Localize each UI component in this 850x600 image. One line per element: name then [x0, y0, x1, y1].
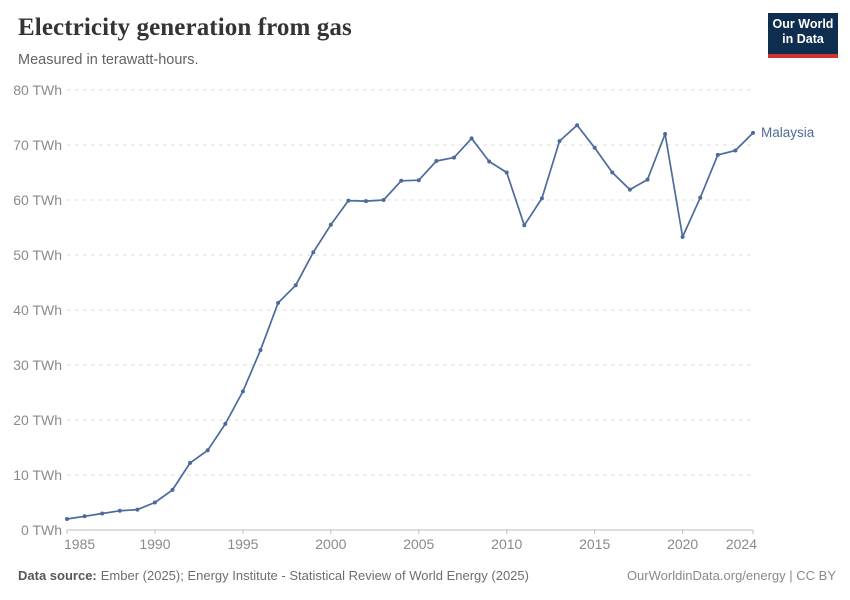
x-axis-tick-label: 1990 — [139, 536, 170, 552]
data-point[interactable] — [469, 136, 474, 141]
data-point[interactable] — [82, 514, 87, 519]
data-source-label: Data source: — [18, 568, 97, 583]
data-point[interactable] — [311, 250, 316, 255]
data-point[interactable] — [539, 196, 544, 201]
data-point[interactable] — [135, 507, 140, 512]
chart-footer: Data source: Ember (2025); Energy Institu… — [18, 568, 836, 583]
x-axis-tick-label: 2020 — [667, 536, 698, 552]
data-point[interactable] — [680, 234, 685, 239]
data-point[interactable] — [610, 170, 615, 175]
x-axis-tick-label: 2005 — [403, 536, 434, 552]
owid-logo[interactable]: Our World in Data — [768, 13, 838, 58]
data-point[interactable] — [346, 198, 351, 203]
data-point[interactable] — [557, 139, 562, 144]
data-point[interactable] — [575, 123, 580, 128]
data-point[interactable] — [328, 222, 333, 227]
data-point[interactable] — [399, 178, 404, 183]
data-point[interactable] — [751, 130, 755, 135]
data-point[interactable] — [152, 500, 157, 505]
data-point[interactable] — [117, 508, 122, 513]
series-label-malaysia[interactable]: Malaysia — [761, 125, 815, 140]
y-axis-tick-label: 60 TWh — [13, 192, 62, 208]
page-subtitle: Measured in terawatt-hours. — [18, 52, 199, 68]
series-line-malaysia[interactable] — [66, 124, 754, 520]
owid-logo-line1: Our World — [772, 17, 834, 31]
data-point[interactable] — [592, 145, 597, 150]
data-point[interactable] — [205, 448, 210, 453]
data-point[interactable] — [381, 198, 386, 202]
data-point[interactable] — [65, 517, 69, 521]
credit-link[interactable]: OurWorldinData.org/energy | CC BY — [626, 568, 836, 583]
data-point[interactable] — [223, 421, 228, 426]
data-source-note: Data source: Ember (2025); Energy Institu… — [18, 568, 529, 583]
data-point[interactable] — [100, 511, 105, 516]
data-point[interactable] — [258, 348, 263, 353]
data-point[interactable] — [504, 170, 509, 175]
x-axis-tick-label: 2000 — [315, 536, 346, 552]
data-point[interactable] — [522, 223, 527, 228]
y-axis-tick-label: 0 TWh — [21, 522, 62, 538]
owid-logo-line2: in Data — [782, 32, 824, 46]
data-point[interactable] — [416, 178, 421, 183]
data-point[interactable] — [364, 199, 368, 204]
data-point[interactable] — [452, 155, 456, 160]
data-point[interactable] — [170, 487, 175, 492]
x-axis-tick-label: 2010 — [491, 536, 522, 552]
x-axis-tick-label: 2015 — [579, 536, 610, 552]
y-axis-tick-label: 20 TWh — [13, 412, 62, 428]
data-point[interactable] — [698, 195, 703, 200]
page-title: Electricity generation from gas — [18, 14, 352, 41]
data-point[interactable] — [487, 159, 492, 164]
y-axis-tick-label: 30 TWh — [13, 357, 62, 373]
x-axis-tick-label: 2024 — [726, 536, 757, 552]
y-axis-tick-label: 80 TWh — [13, 82, 62, 98]
data-point[interactable] — [293, 283, 298, 288]
data-point[interactable] — [663, 132, 668, 136]
data-source-text: Ember (2025); Energy Institute - Statist… — [100, 568, 529, 583]
y-axis-tick-label: 10 TWh — [13, 467, 62, 483]
data-point[interactable] — [715, 152, 720, 157]
data-point[interactable] — [733, 148, 738, 153]
y-axis-tick-label: 70 TWh — [13, 137, 62, 153]
data-point[interactable] — [276, 300, 281, 305]
y-axis-tick-label: 50 TWh — [13, 247, 62, 263]
data-point[interactable] — [645, 177, 650, 182]
x-axis-tick-label: 1985 — [64, 536, 95, 552]
x-axis-tick-label: 1995 — [227, 536, 258, 552]
data-point[interactable] — [240, 389, 245, 394]
data-point[interactable] — [188, 460, 193, 465]
data-point[interactable] — [434, 159, 439, 163]
y-axis-tick-label: 40 TWh — [13, 302, 62, 318]
data-point[interactable] — [627, 187, 632, 192]
